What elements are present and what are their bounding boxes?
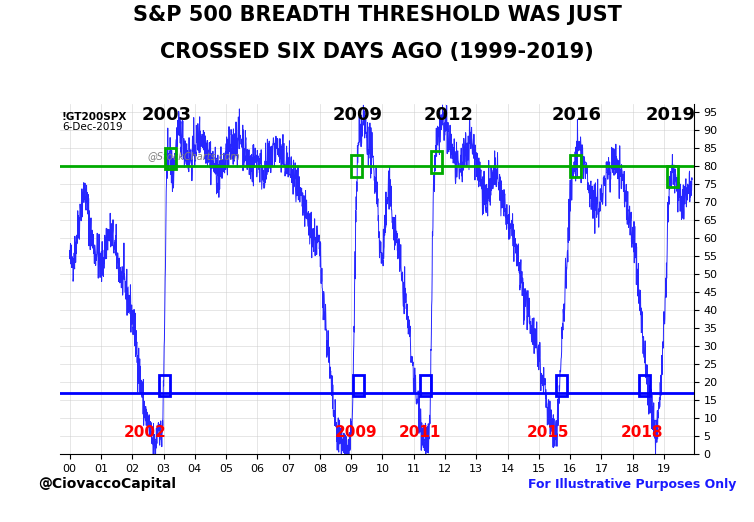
Text: 2009: 2009	[333, 106, 382, 124]
Bar	[431, 151, 442, 173]
Bar	[165, 148, 176, 169]
Bar	[351, 155, 362, 176]
Text: 6-Dec-2019: 6-Dec-2019	[62, 123, 122, 133]
Text: 2012: 2012	[423, 106, 474, 124]
Text: @StockCharts.com: @StockCharts.com	[148, 151, 241, 161]
Bar	[556, 375, 567, 396]
Text: 2018: 2018	[621, 425, 664, 440]
Bar	[159, 375, 170, 396]
Text: CROSSED SIX DAYS AGO (1999-2019): CROSSED SIX DAYS AGO (1999-2019)	[160, 42, 594, 62]
Text: For Illustrative Purposes Only: For Illustrative Purposes Only	[528, 478, 736, 491]
Text: 2003: 2003	[142, 106, 192, 124]
Bar	[667, 165, 678, 187]
Text: @CiovaccoCapital: @CiovaccoCapital	[38, 478, 176, 491]
Text: 2011: 2011	[399, 425, 441, 440]
Bar	[639, 375, 650, 396]
Bar	[420, 375, 431, 396]
Text: 2015: 2015	[527, 425, 569, 440]
Bar	[570, 155, 581, 176]
Text: 2016: 2016	[551, 106, 602, 124]
Bar	[353, 375, 363, 396]
Text: S&P 500 BREADTH THRESHOLD WAS JUST: S&P 500 BREADTH THRESHOLD WAS JUST	[133, 5, 621, 25]
Text: 2009: 2009	[335, 425, 377, 440]
Text: 2019: 2019	[645, 106, 695, 124]
Text: 2002: 2002	[124, 425, 166, 440]
Text: !GT200SPX: !GT200SPX	[62, 112, 127, 122]
